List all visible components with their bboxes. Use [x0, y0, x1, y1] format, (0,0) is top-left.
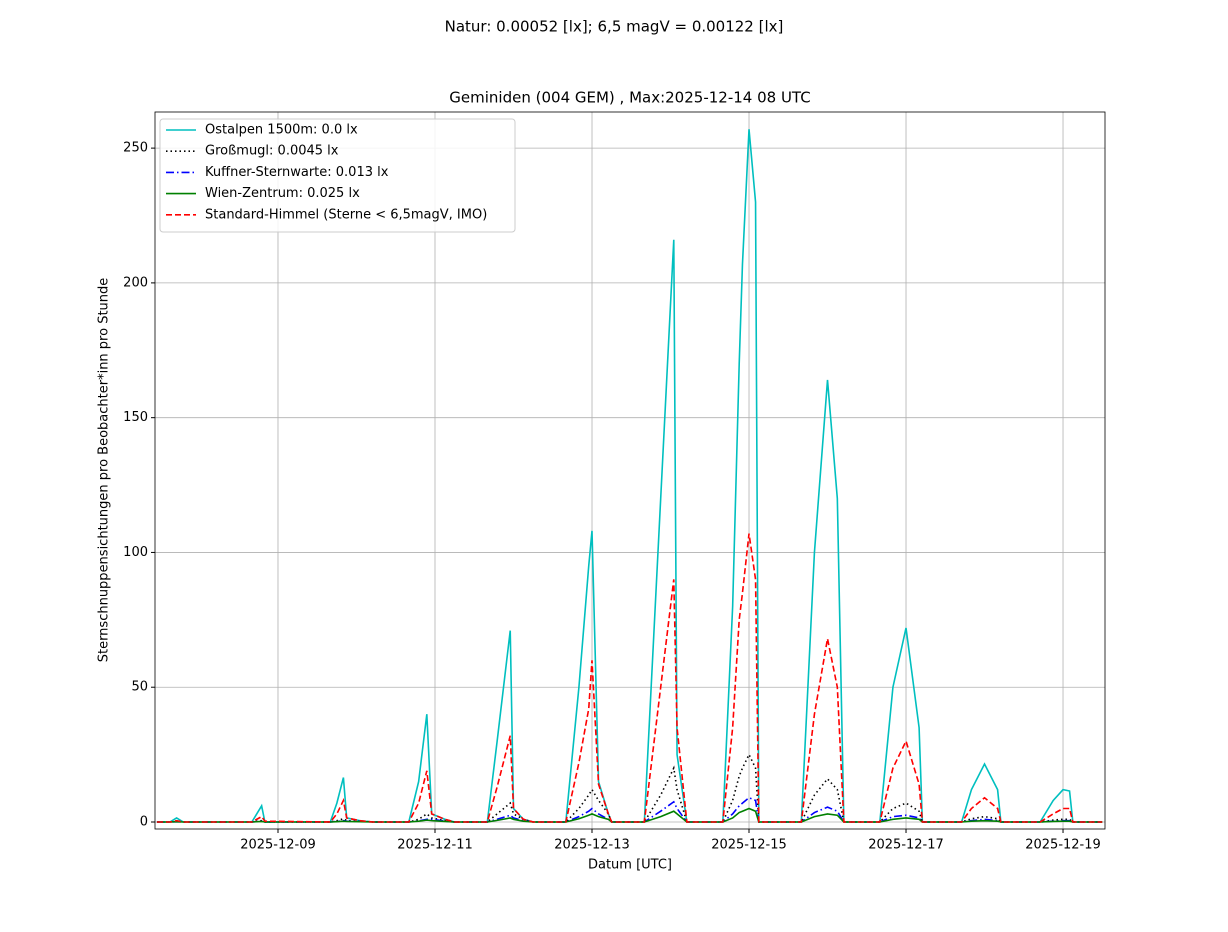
legend-label: Wien-Zentrum: 0.025 lx — [205, 186, 360, 201]
suptitle: Natur: 0.00052 [lx]; 6,5 magV = 0.00122 … — [445, 18, 784, 36]
y-axis-label: Sternschnuppensichtungen pro Beobachter*… — [97, 278, 112, 663]
legend-label: Kuffner-Sternwarte: 0.013 lx — [205, 165, 389, 180]
series-line — [156, 533, 1103, 823]
x-tick-label: 2025-12-17 — [868, 838, 944, 853]
legend-box — [159, 118, 516, 233]
y-tick-label: 200 — [123, 275, 148, 290]
y-tick-label: 100 — [123, 545, 148, 560]
x-tick-label: 2025-12-19 — [1025, 838, 1101, 853]
x-tick-label: 2025-12-13 — [554, 838, 630, 853]
x-axis-label: Datum [UTC] — [588, 858, 672, 873]
legend-label: Großmugl: 0.0045 lx — [205, 144, 339, 159]
x-tick-label: 2025-12-15 — [711, 838, 787, 853]
x-tick-label: 2025-12-11 — [397, 838, 473, 853]
x-tick-label: 2025-12-09 — [240, 838, 316, 853]
y-tick-label: 150 — [123, 410, 148, 425]
y-tick-label: 50 — [131, 680, 148, 695]
plot-frame — [154, 111, 1106, 830]
legend-label: Standard-Himmel (Sterne < 6,5magV, IMO) — [205, 207, 487, 222]
chart-title: Geminiden (004 GEM) , Max:2025-12-14 08 … — [449, 89, 810, 107]
y-tick-label: 250 — [123, 141, 148, 156]
y-tick-label: 0 — [140, 814, 148, 829]
legend-label: Ostalpen 1500m: 0.0 lx — [205, 123, 358, 138]
